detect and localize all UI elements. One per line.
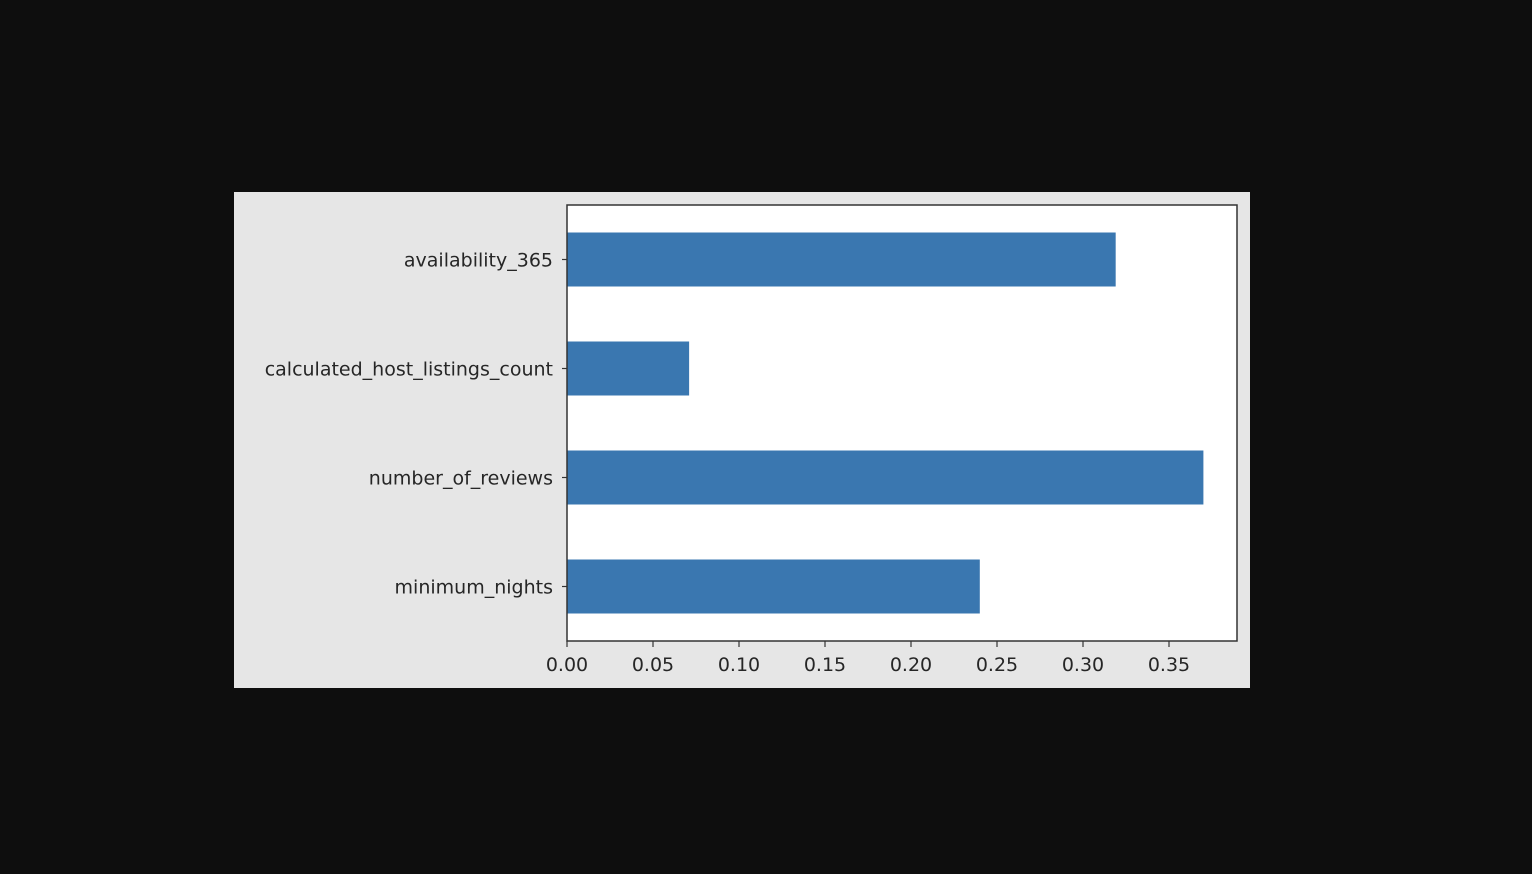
x-tick-label: 0.05: [632, 654, 674, 676]
x-tick-label: 0.35: [1148, 654, 1190, 676]
x-tick-label: 0.30: [1062, 654, 1104, 676]
x-tick-label: 0.00: [546, 654, 588, 676]
x-tick-label: 0.25: [976, 654, 1018, 676]
bar-number-of-reviews: [567, 450, 1204, 505]
bar-minimum-nights: [567, 559, 980, 614]
x-tick-label: 0.15: [804, 654, 846, 676]
y-tick-label-calculated-host-listings-count: calculated_host_listings_count: [265, 359, 553, 381]
y-axis: availability_365 calculated_host_listings…: [265, 250, 567, 599]
bars-group: [567, 232, 1204, 614]
plot-frame: [566, 204, 1238, 642]
bar-calculated-host-listings-count: [567, 341, 690, 396]
y-tick-label-number-of-reviews: number_of_reviews: [369, 468, 553, 490]
x-tick-label: 0.20: [890, 654, 932, 676]
x-tick-label: 0.10: [718, 654, 760, 676]
bar-availability-365: [567, 232, 1116, 287]
x-axis: 0.00 0.05 0.10 0.15 0.20 0.25 0.30 0.35: [546, 641, 1190, 676]
y-tick-label-minimum-nights: minimum_nights: [395, 577, 553, 599]
y-tick-label-availability-365: availability_365: [404, 250, 553, 272]
